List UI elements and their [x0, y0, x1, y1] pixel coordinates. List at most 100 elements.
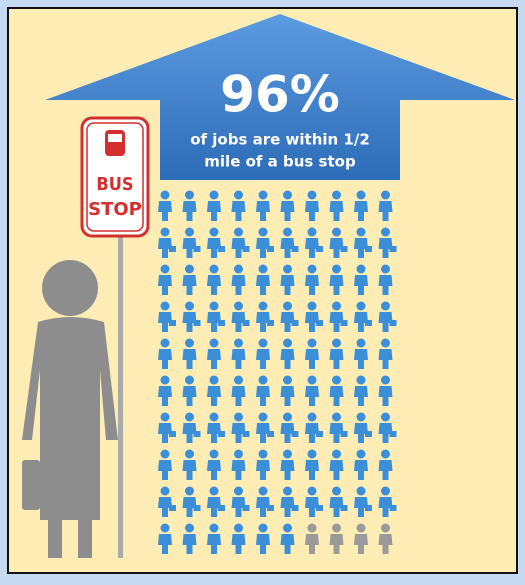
person-icon — [207, 523, 221, 554]
caption-line: of jobs are within 1/2 — [190, 131, 370, 149]
person-icon — [329, 301, 348, 332]
person-icon — [305, 264, 319, 295]
person-icon — [378, 523, 393, 554]
person-icon — [329, 412, 348, 443]
person-icon — [256, 375, 270, 406]
person-icon — [305, 523, 319, 554]
person-icon — [182, 190, 197, 221]
person-icon — [158, 375, 172, 406]
person-icon — [182, 523, 197, 554]
person-icon — [305, 412, 323, 443]
person-icon — [158, 264, 172, 295]
sign-pole — [118, 230, 123, 558]
person-icon — [158, 301, 176, 332]
person-icon — [280, 486, 299, 517]
person-icon — [305, 375, 319, 406]
person-icon — [207, 190, 221, 221]
person-icon — [378, 301, 397, 332]
person-icon — [256, 412, 274, 443]
person-icon — [280, 264, 295, 295]
person-icon — [231, 375, 246, 406]
person-icon — [182, 449, 197, 480]
person-icon — [378, 412, 397, 443]
person-icon — [158, 227, 176, 258]
person-icon — [354, 412, 372, 443]
person-icon — [182, 264, 197, 295]
person-icon — [378, 190, 393, 221]
person-icon — [231, 486, 250, 517]
person-icon — [354, 190, 368, 221]
person-icon — [256, 301, 274, 332]
person-icon — [182, 486, 201, 517]
person-icon — [182, 227, 201, 258]
bus-window — [108, 134, 122, 142]
sign — [80, 116, 150, 238]
person-icon — [354, 486, 372, 517]
icon-grid — [158, 190, 397, 554]
person-icon — [280, 338, 295, 369]
person-icon — [207, 338, 221, 369]
person-icon — [280, 412, 299, 443]
person-icon — [207, 227, 225, 258]
person-icon — [256, 264, 270, 295]
bus-icon — [105, 130, 125, 156]
person-icon — [158, 449, 172, 480]
person-icon — [329, 486, 348, 517]
person-icon — [256, 190, 270, 221]
person-icon — [354, 264, 368, 295]
sign-inner — [86, 122, 144, 232]
sign-text: STOP — [88, 199, 142, 220]
person-icon — [280, 227, 299, 258]
person-icon — [256, 227, 274, 258]
person-icon — [354, 301, 372, 332]
person-icon — [231, 190, 246, 221]
person-icon — [280, 190, 295, 221]
person-icon — [207, 301, 225, 332]
person-icon — [378, 486, 397, 517]
person-icon — [231, 264, 246, 295]
person-icon — [231, 523, 246, 554]
person-icon — [158, 412, 176, 443]
person-icon — [256, 486, 274, 517]
person-icon — [329, 190, 344, 221]
person-icon — [378, 227, 397, 258]
person-icon — [231, 301, 250, 332]
person-icon — [207, 449, 221, 480]
person-icon — [280, 301, 299, 332]
person-icon — [231, 412, 250, 443]
person-icon — [158, 486, 176, 517]
person-icon — [207, 264, 221, 295]
person-icon — [158, 523, 172, 554]
person-icon — [305, 338, 319, 369]
person-icon — [231, 338, 246, 369]
person-icon — [305, 190, 319, 221]
person-icon — [378, 264, 393, 295]
person-icon — [182, 412, 201, 443]
arrow — [45, 14, 515, 180]
woman — [22, 260, 118, 558]
person-icon — [329, 523, 344, 554]
person-icon — [354, 449, 368, 480]
headline: 96% — [220, 66, 340, 124]
person-icon — [256, 449, 270, 480]
person-icon — [354, 338, 368, 369]
person-icon — [256, 523, 270, 554]
person-icon — [378, 449, 393, 480]
person-icon — [305, 486, 323, 517]
person-icon — [329, 264, 344, 295]
person-icon — [182, 338, 197, 369]
person-icon — [182, 375, 197, 406]
person-icon — [207, 412, 225, 443]
person-icon — [329, 227, 348, 258]
person-icon — [305, 227, 323, 258]
person-icon — [329, 338, 344, 369]
person-icon — [354, 523, 368, 554]
person-icon — [329, 375, 344, 406]
person-icon — [207, 375, 221, 406]
caption-line: mile of a bus stop — [204, 153, 356, 171]
person-icon — [207, 486, 225, 517]
person-icon — [182, 301, 201, 332]
person-icon — [158, 338, 172, 369]
person-icon — [378, 375, 393, 406]
